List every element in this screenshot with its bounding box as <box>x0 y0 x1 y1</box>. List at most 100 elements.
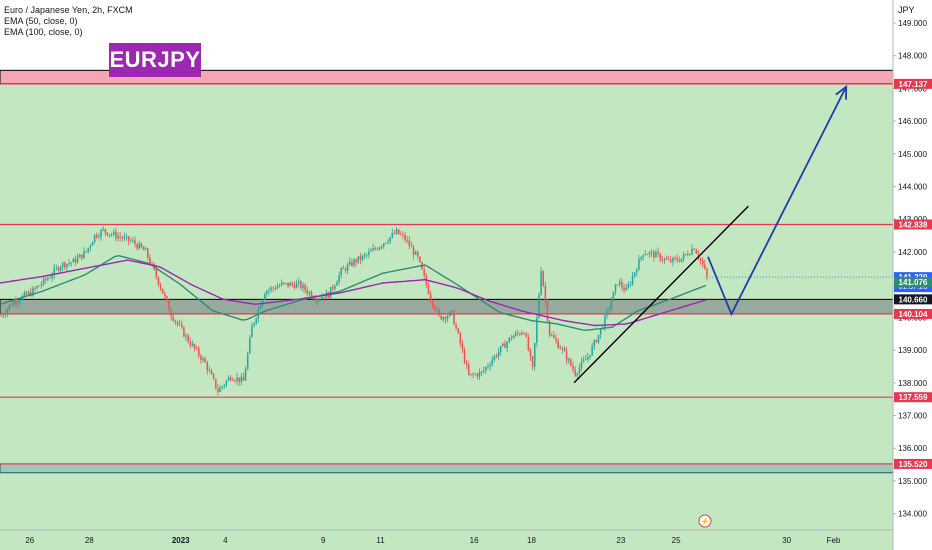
candle <box>572 365 574 370</box>
level-tag-0-bg <box>894 78 932 89</box>
candle <box>485 367 487 371</box>
candle <box>166 295 168 301</box>
candle <box>555 338 557 341</box>
x-tick-label: 16 <box>470 536 479 545</box>
candle <box>465 362 468 365</box>
candle <box>693 248 695 250</box>
candle <box>132 240 134 242</box>
candle <box>361 255 364 260</box>
candle <box>589 355 591 357</box>
candle <box>51 275 53 278</box>
candle <box>336 282 338 286</box>
y-tick-label: 134.000 <box>898 510 927 519</box>
candle <box>117 236 119 239</box>
candle <box>246 353 249 370</box>
candle <box>701 260 704 265</box>
symbol-title[interactable]: Euro / Japanese Yen, 2h, FXCM <box>4 5 133 15</box>
candle <box>178 323 181 325</box>
price-tag-2: 140.660 <box>899 295 928 304</box>
candle <box>357 256 360 263</box>
price-tag-1: 141.076 <box>899 278 928 287</box>
candle <box>395 229 398 234</box>
candle <box>95 234 98 238</box>
candle <box>276 286 279 289</box>
candle <box>161 288 164 294</box>
ema50-legend[interactable]: EMA (50, close, 0) <box>4 16 78 26</box>
candle <box>676 258 678 261</box>
candle <box>329 287 332 298</box>
candle <box>414 251 417 255</box>
candle <box>400 234 402 235</box>
candle <box>593 340 596 346</box>
candle <box>423 269 425 276</box>
candle <box>478 372 481 377</box>
candle <box>591 345 593 356</box>
candle <box>625 288 627 291</box>
candle <box>215 378 217 389</box>
candle <box>57 267 60 271</box>
candle <box>232 379 234 381</box>
candle <box>17 301 19 304</box>
candle <box>619 281 621 285</box>
candle <box>183 327 185 337</box>
candle <box>525 333 527 337</box>
lightning-icon: ⚡ <box>700 516 710 526</box>
candle <box>533 343 536 367</box>
candle <box>474 374 476 375</box>
candle <box>270 287 272 290</box>
candle <box>164 293 166 296</box>
candle <box>446 316 449 320</box>
candle <box>650 251 653 253</box>
candle <box>563 348 566 352</box>
candle <box>78 254 81 258</box>
candle <box>410 246 413 248</box>
candle <box>691 248 693 255</box>
candle <box>499 346 502 352</box>
candle <box>576 373 579 376</box>
candle <box>508 337 510 343</box>
candle <box>263 293 266 300</box>
candle <box>236 377 238 381</box>
candle <box>53 268 55 276</box>
candle <box>580 361 583 368</box>
candle <box>104 229 107 233</box>
candle <box>125 236 128 237</box>
candle <box>461 343 464 350</box>
candle <box>70 262 72 264</box>
candle <box>34 288 36 290</box>
candle <box>529 350 532 357</box>
candle <box>346 264 349 271</box>
candle <box>519 333 521 335</box>
candle <box>661 259 664 261</box>
candle <box>36 286 38 289</box>
candle <box>655 251 657 258</box>
candle <box>193 343 196 349</box>
y-tick-label: 145.000 <box>898 150 927 159</box>
candle <box>127 236 130 241</box>
y-tick-label: 139.000 <box>898 346 927 355</box>
candle <box>480 371 483 373</box>
candle <box>319 298 321 300</box>
candle <box>291 283 294 285</box>
candle <box>140 243 143 248</box>
candle <box>280 282 283 286</box>
ema100-line <box>0 259 707 327</box>
candle <box>610 301 613 310</box>
candle <box>44 278 47 280</box>
candle <box>274 288 277 289</box>
ema100-legend[interactable]: EMA (100, close, 0) <box>4 27 83 37</box>
candle <box>355 259 357 263</box>
candle <box>249 337 251 354</box>
candle <box>604 315 606 328</box>
candle <box>187 335 189 342</box>
candle <box>240 376 243 382</box>
forecast-arrowhead <box>835 84 848 100</box>
candle <box>631 276 634 284</box>
candle <box>32 288 34 296</box>
candle <box>202 358 204 361</box>
candle <box>448 311 451 317</box>
candle <box>334 285 336 289</box>
candle <box>72 258 75 263</box>
candle <box>406 239 408 241</box>
